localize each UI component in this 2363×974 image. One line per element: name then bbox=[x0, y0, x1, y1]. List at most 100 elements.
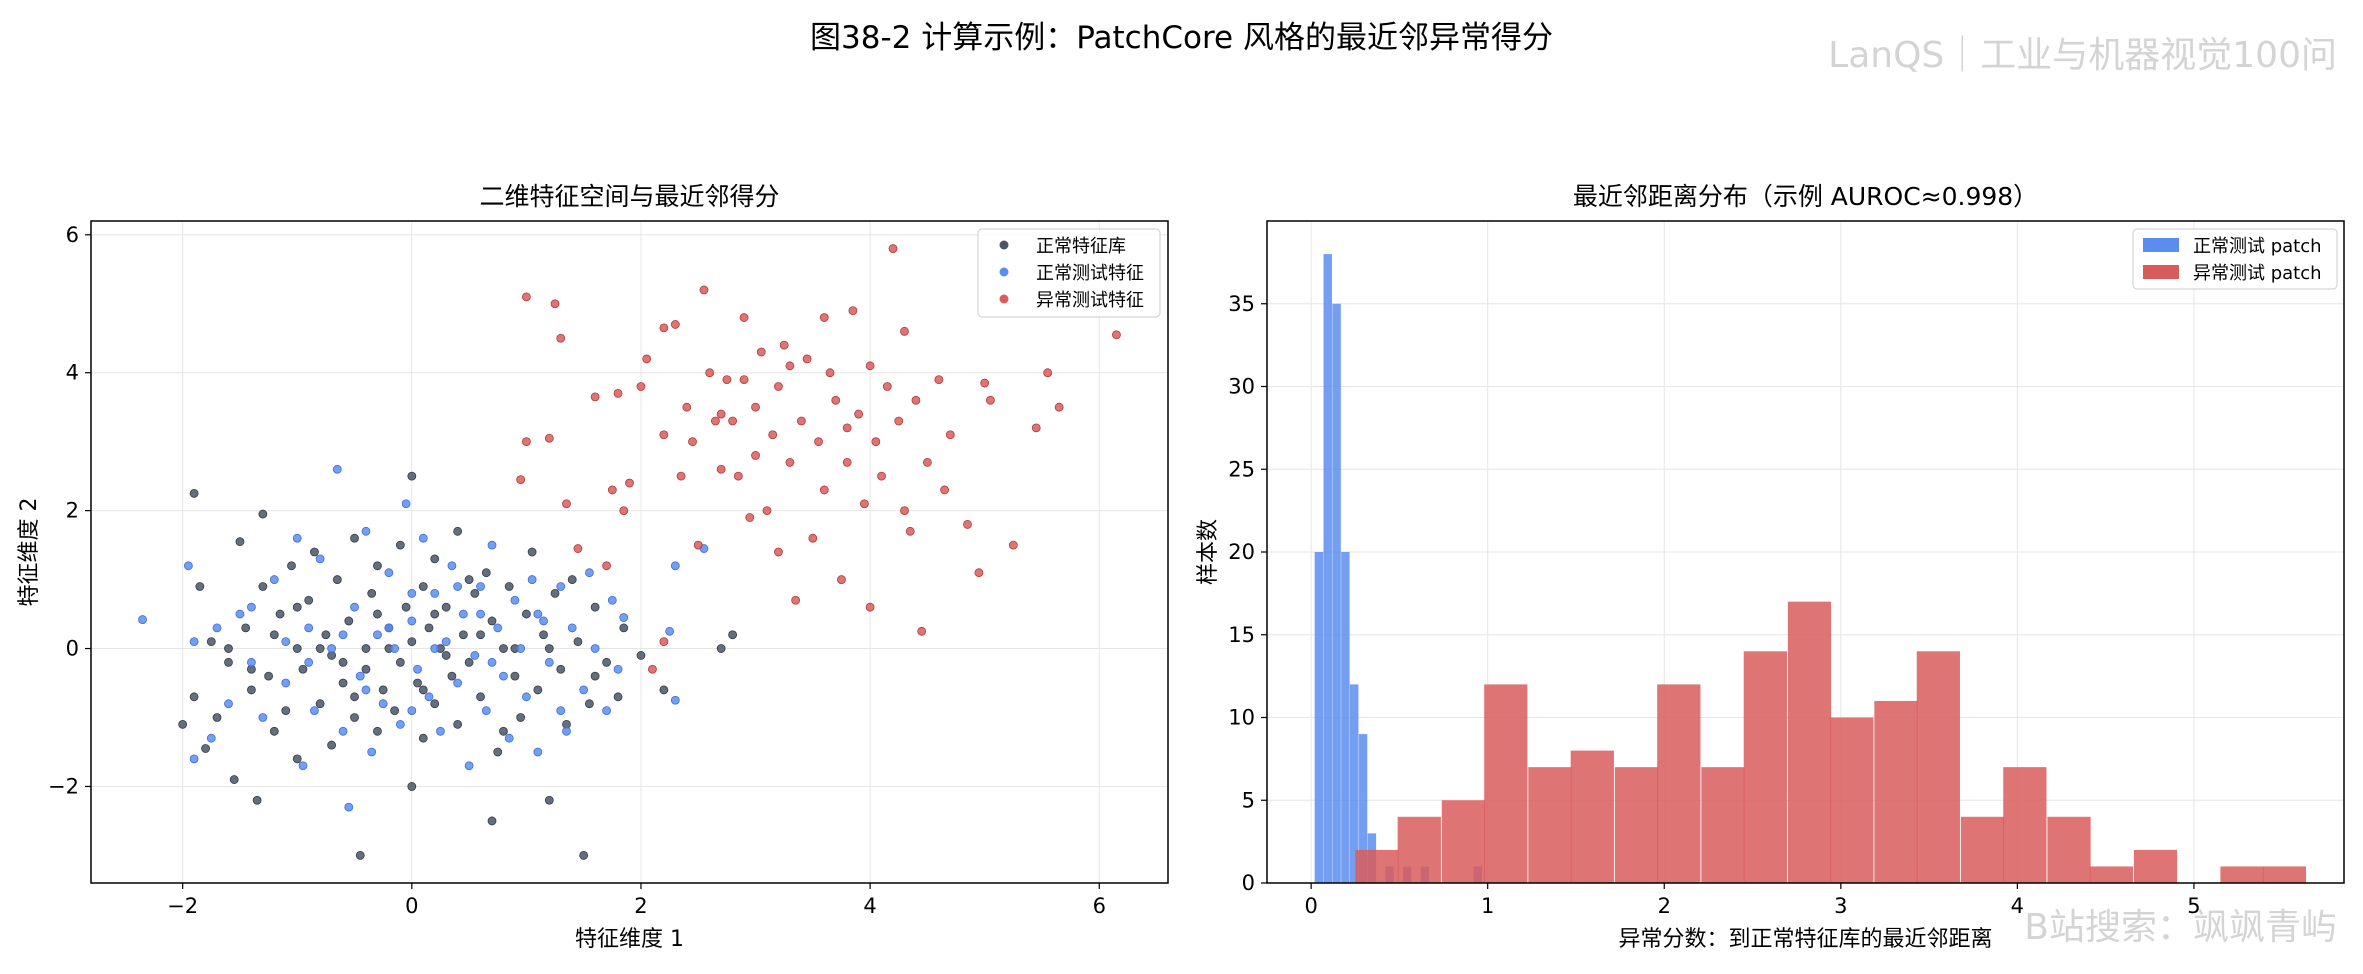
bank-point bbox=[453, 719, 463, 729]
scatter-series-1 bbox=[138, 464, 709, 812]
bank-point bbox=[447, 671, 457, 681]
anomaly-test-point bbox=[900, 506, 909, 516]
y-tick-label: 25 bbox=[1228, 457, 1255, 481]
anomaly-bar bbox=[1874, 700, 1918, 883]
watermark-top: LanQS｜工业与机器视觉100问 bbox=[1828, 35, 2337, 76]
bank-point bbox=[453, 526, 463, 536]
anomaly-test-point bbox=[934, 375, 944, 385]
anomaly-test-point bbox=[871, 437, 881, 447]
anomaly-test-point bbox=[842, 457, 852, 467]
anomaly-test-point bbox=[980, 378, 990, 388]
normal-test-point bbox=[407, 588, 417, 598]
anomaly-test-point bbox=[796, 416, 806, 426]
normal-test-point bbox=[327, 644, 337, 653]
bank-point bbox=[418, 685, 428, 695]
bank-point bbox=[212, 713, 222, 722]
anomaly-test-point bbox=[733, 471, 743, 481]
anomaly-test-point bbox=[756, 347, 766, 357]
bank-point bbox=[252, 795, 262, 805]
normal-test-point bbox=[269, 575, 279, 584]
bank-point bbox=[224, 644, 233, 653]
bank-point bbox=[573, 637, 583, 647]
bank-point bbox=[430, 609, 440, 619]
bank-point bbox=[430, 699, 440, 709]
bank-point bbox=[338, 657, 348, 667]
normal-test-point bbox=[504, 733, 514, 743]
legend-marker bbox=[999, 240, 1009, 250]
bank-point bbox=[476, 630, 485, 640]
y-tick-label: 10 bbox=[1228, 706, 1255, 730]
bank-point bbox=[367, 588, 377, 598]
anomaly-test-point bbox=[745, 513, 755, 522]
anomaly-test-point bbox=[676, 471, 686, 481]
anomaly-bar bbox=[2047, 816, 2091, 883]
anomaly-test-point bbox=[550, 299, 560, 309]
anomaly-test-point bbox=[619, 506, 629, 516]
normal-test-point bbox=[567, 623, 577, 633]
bank-point bbox=[590, 671, 600, 681]
bank-point bbox=[344, 616, 354, 626]
anomaly-test-point bbox=[986, 395, 995, 405]
anomaly-bar bbox=[1916, 651, 1960, 883]
x-axis-label: 异常分数：到正常特征库的最近邻距离 bbox=[1618, 927, 1992, 952]
anomaly-test-point bbox=[802, 354, 812, 364]
y-tick-label: 2 bbox=[66, 499, 79, 523]
anomaly-test-point bbox=[722, 375, 732, 385]
anomaly-test-point bbox=[1054, 402, 1064, 412]
bank-point bbox=[304, 595, 314, 605]
bank-point bbox=[544, 795, 554, 805]
anomaly-test-point bbox=[859, 499, 869, 509]
anomaly-bar bbox=[1701, 767, 1745, 883]
anomaly-test-point bbox=[573, 544, 583, 553]
normal-test-point bbox=[224, 699, 233, 709]
normal-test-point bbox=[476, 582, 485, 591]
anomaly-bar bbox=[1657, 684, 1701, 883]
bank-point bbox=[487, 616, 497, 626]
anomaly-bar bbox=[1484, 684, 1528, 883]
normal-bar bbox=[1349, 684, 1359, 883]
bank-point bbox=[407, 471, 417, 481]
anomaly-test-point bbox=[544, 433, 554, 443]
normal-test-point bbox=[310, 706, 319, 716]
anomaly-bar bbox=[1570, 750, 1614, 883]
y-axis-label: 特征维度 2 bbox=[17, 498, 42, 607]
legend-box bbox=[977, 228, 1161, 318]
normal-test-point bbox=[670, 561, 680, 571]
x-tick-label: 0 bbox=[405, 894, 418, 918]
anomaly-test-point bbox=[716, 409, 726, 419]
anomaly-bar bbox=[1787, 601, 1832, 883]
x-tick-label: 5 bbox=[2187, 894, 2200, 918]
normal-test-point bbox=[476, 609, 485, 619]
bank-point bbox=[418, 582, 428, 591]
bank-point bbox=[195, 582, 205, 591]
bank-point bbox=[269, 630, 279, 640]
bank-point bbox=[590, 602, 600, 612]
normal-bar bbox=[1323, 254, 1332, 884]
normal-bar bbox=[1314, 552, 1324, 883]
anomaly-test-point bbox=[682, 402, 692, 412]
bank-point bbox=[424, 623, 434, 633]
bank-point bbox=[373, 609, 382, 619]
normal-test-point bbox=[304, 657, 314, 667]
normal-test-point bbox=[418, 533, 428, 543]
bank-point bbox=[378, 685, 388, 695]
anomaly-test-point bbox=[516, 475, 526, 484]
anomaly-test-point bbox=[819, 313, 829, 322]
bank-point bbox=[201, 744, 210, 753]
normal-test-point bbox=[562, 726, 571, 736]
bank-point bbox=[361, 644, 371, 653]
normal-test-point bbox=[395, 719, 405, 729]
anomaly-test-point bbox=[814, 437, 823, 447]
anomaly-test-point bbox=[848, 306, 858, 316]
anomaly-test-point bbox=[642, 354, 652, 364]
normal-test-point bbox=[556, 582, 566, 591]
anomaly-test-point bbox=[774, 547, 783, 557]
normal-test-point bbox=[544, 657, 554, 667]
y-tick-label: −2 bbox=[48, 774, 79, 798]
anomaly-test-point bbox=[963, 520, 972, 529]
chart-title: 最近邻距离分布（示例 AUROC≈0.998） bbox=[1573, 182, 2038, 211]
normal-test-point bbox=[670, 695, 680, 705]
x-tick-label: 2 bbox=[634, 894, 647, 918]
bank-point bbox=[390, 706, 400, 716]
normal-bar bbox=[1358, 734, 1368, 883]
